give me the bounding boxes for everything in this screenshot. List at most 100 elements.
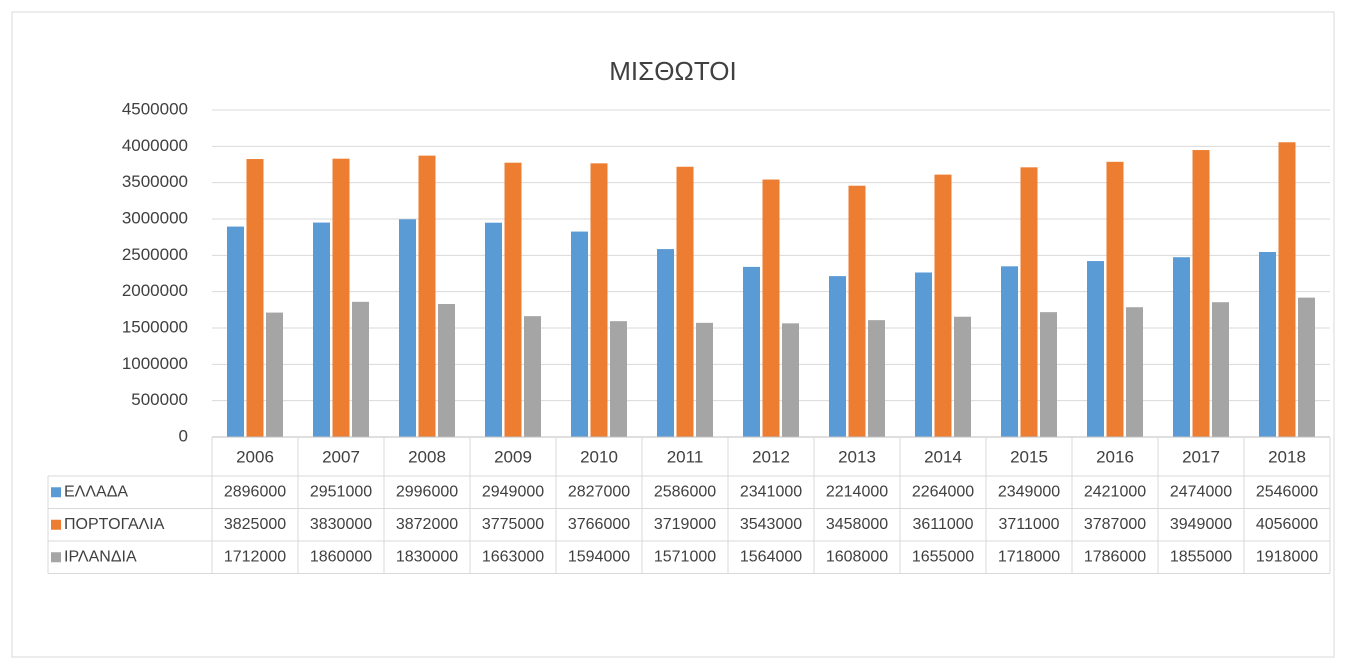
table-cell: 3766000 (568, 516, 630, 533)
bar (868, 320, 885, 437)
y-tick-label: 0 (179, 426, 188, 445)
table-cell: 2421000 (1084, 483, 1146, 500)
x-tick-label: 2017 (1182, 447, 1220, 466)
bar (1278, 142, 1296, 437)
table-cell: 4056000 (1256, 516, 1318, 533)
table-cell: 2349000 (998, 483, 1060, 500)
table-cell: 3825000 (224, 516, 286, 533)
chart-title: ΜΙΣΘΩΤΟΙ (609, 56, 736, 86)
bar (1259, 251, 1276, 437)
table-cell: 2951000 (310, 483, 372, 500)
y-tick-label: 2500000 (122, 245, 188, 264)
table-cell: 1918000 (1256, 548, 1318, 565)
bar (399, 219, 416, 437)
bar (934, 174, 952, 438)
table-cell: 2996000 (396, 483, 458, 500)
x-tick-label: 2009 (494, 447, 532, 466)
table-cell: 2949000 (482, 483, 544, 500)
x-tick-label: 2011 (667, 447, 704, 466)
bar (743, 266, 760, 437)
table-cell: 1712000 (224, 548, 286, 565)
x-tick-label: 2007 (322, 447, 360, 466)
bar (1040, 312, 1057, 437)
x-tick-label: 2014 (924, 447, 962, 466)
bar (829, 276, 846, 437)
bar (438, 304, 455, 437)
table-cell: 3458000 (826, 516, 888, 533)
bar (762, 179, 780, 438)
bar (1212, 302, 1229, 437)
y-tick-label: 2000000 (122, 281, 188, 300)
x-tick-label: 2012 (752, 447, 790, 466)
bar (313, 222, 330, 437)
bar (485, 222, 502, 437)
table-cell: 3775000 (482, 516, 544, 533)
bar (266, 312, 283, 437)
bar (1192, 150, 1210, 437)
bar (1087, 261, 1104, 437)
table-cell: 3949000 (1170, 516, 1232, 533)
bar (782, 323, 799, 437)
table-cell: 3872000 (396, 516, 458, 533)
table-cell: 3719000 (654, 516, 716, 533)
table-cell: 1786000 (1084, 548, 1146, 565)
table-cell: 2341000 (740, 483, 802, 500)
bar (418, 155, 436, 437)
table-cell: 1571000 (654, 548, 716, 565)
table-cell: 1718000 (998, 548, 1060, 565)
table-cell: 1830000 (396, 548, 458, 565)
table-cell: 1608000 (826, 548, 888, 565)
bar (332, 158, 350, 438)
x-tick-label: 2018 (1268, 447, 1306, 466)
x-tick-label: 2008 (408, 447, 446, 466)
y-tick-label: 3000000 (122, 208, 188, 227)
x-tick-label: 2013 (838, 447, 876, 466)
legend-label: ΠΟΡΤΟΓΑΛΙΑ (64, 516, 165, 533)
table-cell: 1564000 (740, 548, 802, 565)
bar (1020, 167, 1038, 438)
table-cell: 2586000 (654, 483, 716, 500)
bar (1106, 161, 1124, 437)
table-cell: 2264000 (912, 483, 974, 500)
bar (696, 322, 713, 437)
bar (590, 163, 608, 437)
table-cell: 1655000 (912, 548, 974, 565)
table-cell: 3830000 (310, 516, 372, 533)
y-tick-label: 4500000 (122, 99, 188, 118)
bar (504, 162, 522, 437)
bar (915, 272, 932, 437)
x-tick-label: 2015 (1010, 447, 1048, 466)
bar (227, 226, 244, 437)
table-cell: 2546000 (1256, 483, 1318, 500)
legend-swatch (51, 552, 61, 563)
legend-label: ΕΛΛΑΔΑ (64, 483, 128, 500)
x-tick-label: 2010 (580, 447, 618, 466)
legend-label: ΙΡΛΑΝΔΙΑ (64, 548, 137, 565)
legend-swatch (51, 519, 61, 530)
y-tick-label: 500000 (131, 390, 188, 409)
table-cell: 2896000 (224, 483, 286, 500)
table-cell: 2214000 (826, 483, 888, 500)
y-tick-label: 4000000 (122, 136, 188, 155)
table-cell: 1663000 (482, 548, 544, 565)
table-cell: 3611000 (912, 516, 973, 533)
bar (1173, 257, 1190, 437)
y-tick-label: 3500000 (122, 172, 188, 191)
table-cell: 1594000 (568, 548, 630, 565)
bar (1298, 297, 1315, 437)
table-cell: 3787000 (1084, 516, 1146, 533)
legend-swatch (51, 487, 61, 498)
table-cell: 3711000 (998, 516, 1059, 533)
table-cell: 2827000 (568, 483, 630, 500)
bar (954, 316, 971, 437)
y-tick-label: 1000000 (122, 354, 188, 373)
x-tick-label: 2016 (1096, 447, 1134, 466)
bar (571, 231, 588, 437)
bar (676, 166, 694, 437)
table-cell: 3543000 (740, 516, 802, 533)
table-cell: 1860000 (310, 548, 372, 565)
bar (1126, 307, 1143, 437)
bar (352, 301, 369, 437)
table-cell: 2474000 (1170, 483, 1232, 500)
